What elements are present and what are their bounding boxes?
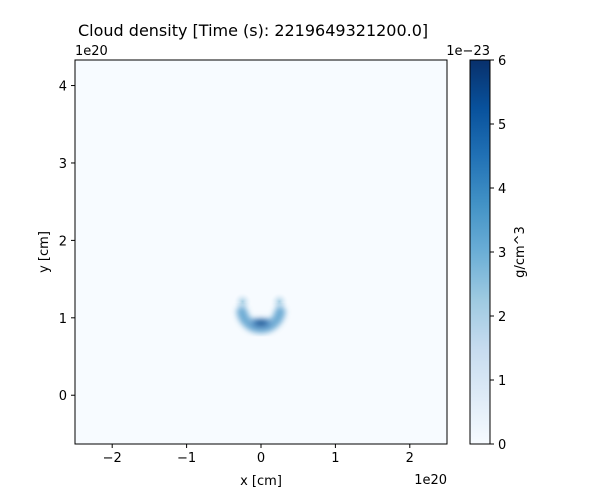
crescent-arm-right (270, 293, 289, 311)
colorbar-ticks: 0 1 2 3 4 5 6 (490, 54, 506, 453)
crescent-arm-left (233, 293, 252, 311)
plot-area (74, 59, 448, 445)
colorbar-tick-label: 0 (498, 438, 506, 453)
colorbar-label: g/cm^3 (513, 226, 528, 278)
density-features (233, 293, 289, 334)
colorbar-tick-label: 4 (498, 182, 506, 197)
x-axis-label: x [cm] (240, 474, 282, 489)
colorbar-tick-label: 6 (498, 54, 506, 69)
x-tick-label: 2 (406, 451, 414, 466)
colorbar-tick-label: 1 (498, 374, 506, 389)
y-tick-label: 2 (59, 234, 67, 249)
y-offset-label: 1e20 (75, 44, 108, 59)
y-tick-label: 3 (59, 157, 67, 172)
colorbar-gradient (469, 59, 491, 445)
colorbar: 0 1 2 3 4 5 6 1e−23 g/cm^3 (446, 44, 528, 453)
x-offset-label: 1e20 (414, 473, 447, 488)
heatmap-background (75, 60, 447, 444)
x-axis: −2 −1 0 1 2 (103, 444, 414, 466)
colorbar-tick-label: 2 (498, 310, 506, 325)
x-tick-label: −2 (103, 451, 122, 466)
x-tick-label: 1 (331, 451, 339, 466)
y-tick-label: 1 (59, 312, 67, 327)
colorbar-tick-label: 5 (498, 118, 506, 133)
colorbar-offset-label: 1e−23 (446, 44, 490, 59)
x-tick-label: −1 (177, 451, 196, 466)
y-tick-label: 4 (59, 80, 67, 95)
colorbar-tick-label: 3 (498, 246, 506, 261)
y-axis-label: y [cm] (37, 231, 52, 273)
chart-title: Cloud density [Time (s): 2219649321200.0… (78, 21, 428, 40)
crescent-core (246, 316, 276, 330)
y-tick-label: 0 (59, 389, 67, 404)
x-tick-label: 0 (257, 451, 265, 466)
y-axis: 0 1 2 3 4 (59, 80, 75, 404)
